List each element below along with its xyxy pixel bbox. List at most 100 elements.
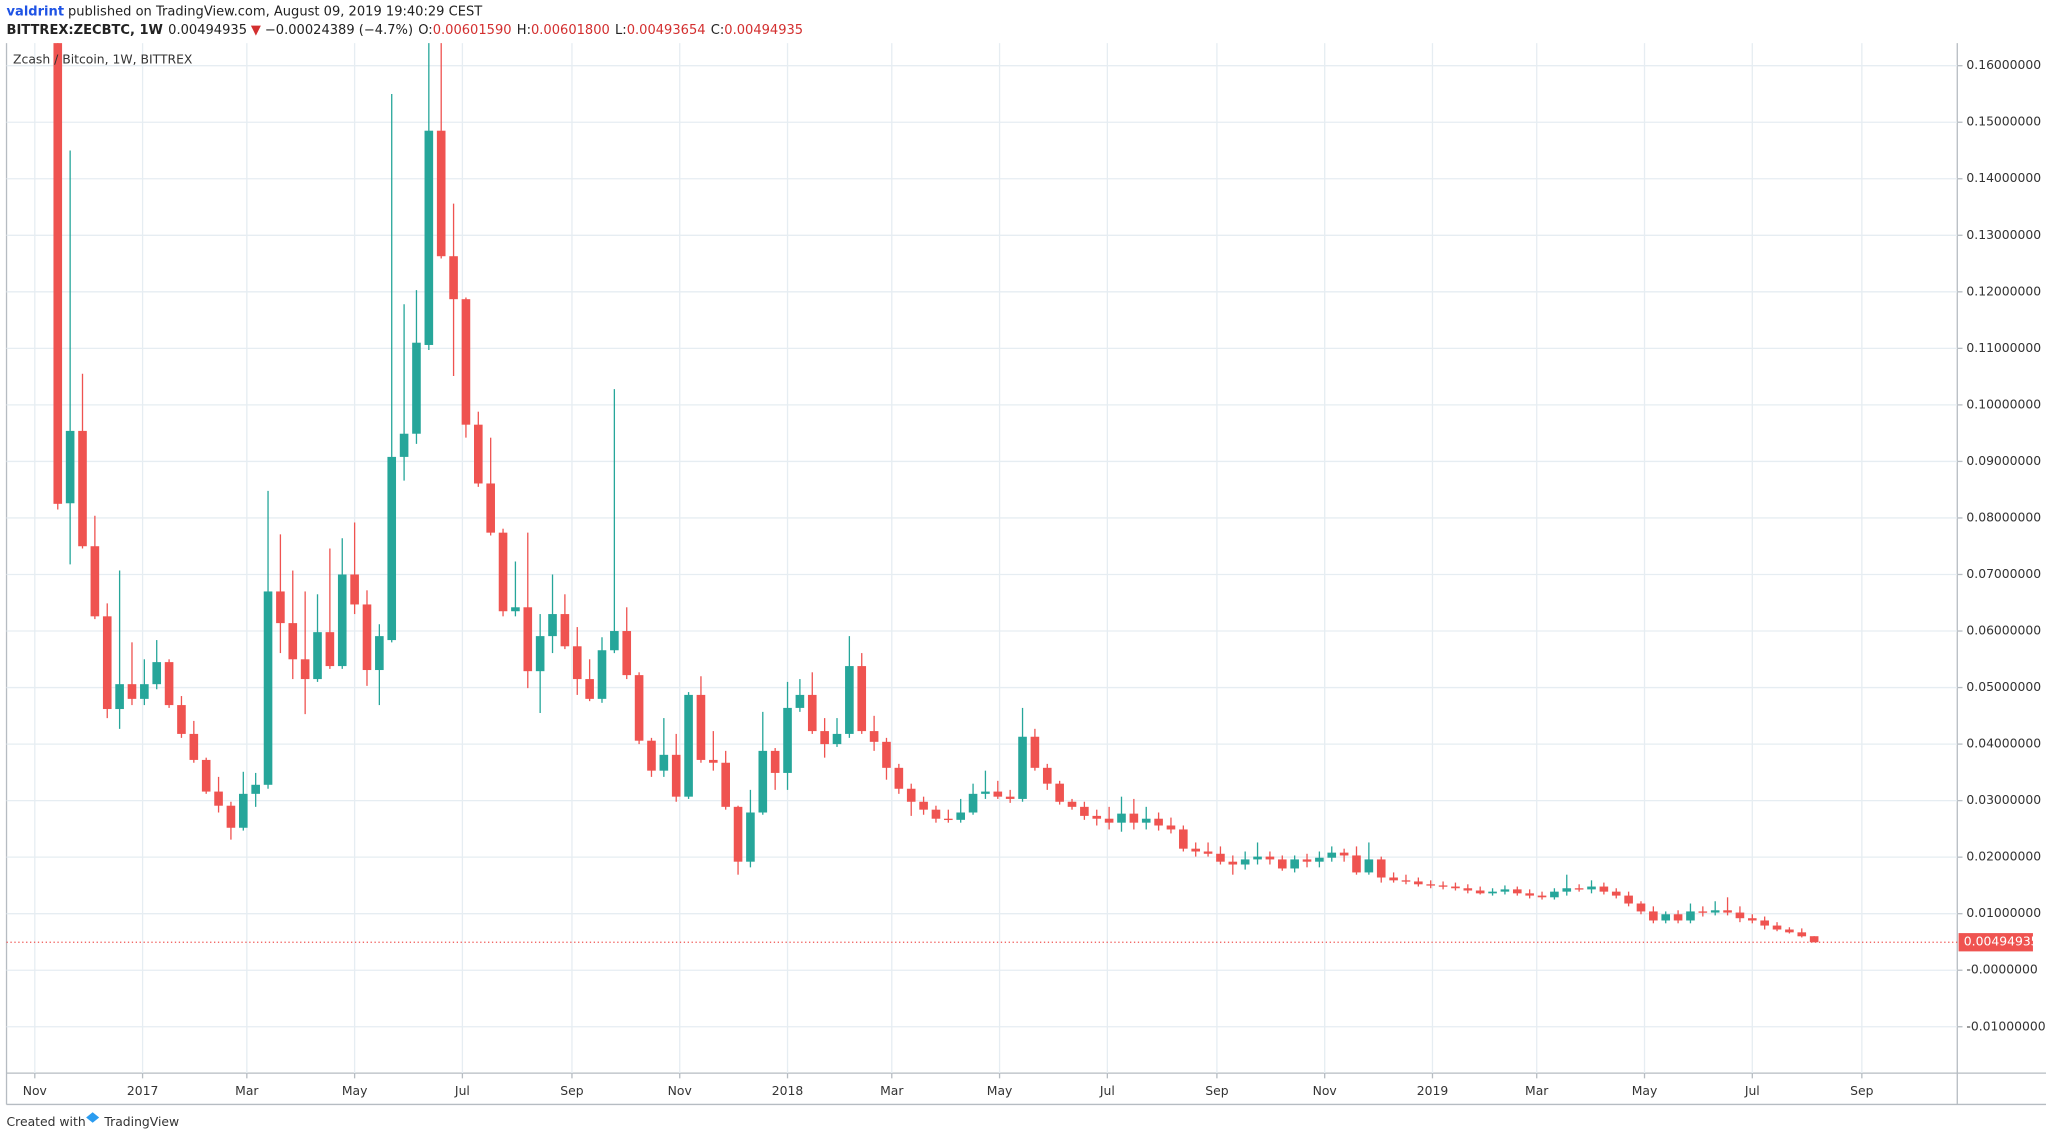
candle-body — [325, 632, 335, 667]
candle-body — [1599, 886, 1609, 892]
x-tick-label: Sep — [1205, 1083, 1228, 1098]
candle-body — [1389, 877, 1398, 881]
candle-body — [696, 694, 706, 760]
candle-body — [647, 740, 656, 771]
candle-body — [1364, 859, 1374, 873]
candle-body — [993, 791, 1003, 797]
candle-body — [634, 675, 644, 741]
candle-body — [1488, 891, 1497, 894]
candle-body — [944, 818, 953, 821]
candle-body — [523, 607, 533, 672]
candle-body — [177, 705, 186, 734]
candle-body — [65, 430, 75, 504]
candle-body — [746, 812, 755, 862]
candle-body — [1735, 912, 1745, 919]
candle-body — [288, 623, 298, 660]
footer-brand[interactable]: TradingView — [103, 1114, 179, 1129]
candle-body — [597, 650, 607, 699]
candle-body — [511, 607, 520, 612]
candle-body — [1240, 859, 1250, 865]
candle-body — [1141, 818, 1151, 823]
x-tick-label: Jul — [1744, 1083, 1760, 1098]
author[interactable]: valdrint — [7, 4, 65, 19]
candle-body — [1005, 796, 1015, 799]
y-tick-label: 0.06000000 — [1966, 623, 2041, 638]
y-tick-label: 0.16000000 — [1966, 57, 2041, 72]
candle-body — [140, 684, 149, 699]
candle-body — [659, 754, 669, 771]
y-tick-label: 0.11000000 — [1966, 340, 2041, 355]
y-tick-label: 0.05000000 — [1966, 679, 2041, 694]
x-tick-label: May — [342, 1083, 368, 1098]
ohlc-label: O: — [418, 23, 432, 38]
y-tick-label: 0.12000000 — [1966, 283, 2041, 298]
x-tick-label: Mar — [235, 1083, 259, 1098]
candle-body — [90, 546, 100, 617]
candle-body — [1747, 918, 1757, 921]
candle-body — [1772, 925, 1782, 930]
y-tick-label: -0.0000000 — [1966, 962, 2037, 977]
candle-body — [214, 791, 223, 806]
x-tick-label: May — [1632, 1083, 1658, 1098]
candle-body — [572, 646, 582, 680]
candle-body — [1414, 881, 1423, 885]
candle-body — [1562, 888, 1572, 892]
x-tick-label: Sep — [560, 1083, 583, 1098]
ohlc-value: 0.00493654 — [627, 23, 706, 38]
last-price-label: 0.00494935 — [1964, 934, 2039, 949]
header-line: valdrint published on TradingView.com, Au… — [7, 4, 483, 19]
y-tick-label: 0.03000000 — [1966, 792, 2041, 807]
candle-body — [337, 574, 347, 667]
candle-body — [1302, 859, 1312, 862]
x-tick-label: Sep — [1850, 1083, 1873, 1098]
candle-body — [1438, 885, 1448, 887]
candle-body — [1018, 736, 1027, 799]
candle-body — [1030, 736, 1040, 768]
candle-body — [1179, 829, 1188, 849]
candle-body — [1710, 910, 1720, 913]
ohlc-label: L: — [615, 23, 627, 38]
candle-body — [1253, 856, 1262, 860]
candle-body — [486, 483, 495, 533]
candle-body — [1067, 801, 1077, 807]
candle-body — [424, 130, 434, 345]
candle-body — [1661, 914, 1671, 921]
candle-body — [1376, 859, 1386, 878]
ohlc-value: 0.00601800 — [531, 23, 610, 38]
candle-body — [622, 631, 632, 676]
candle-body — [1117, 813, 1126, 823]
candle-body — [1277, 859, 1287, 869]
x-tick-label: Jul — [1099, 1083, 1115, 1098]
candle-body — [1191, 848, 1201, 852]
x-tick-label: 2017 — [127, 1083, 158, 1098]
candle-body — [1550, 891, 1559, 898]
candle-body — [1723, 910, 1732, 913]
x-tick-label: Mar — [1525, 1083, 1549, 1098]
candle-body — [1686, 911, 1695, 921]
candle-body — [1055, 783, 1064, 802]
candle-body — [535, 636, 545, 672]
y-tick-label: 0.10000000 — [1966, 396, 2041, 411]
candle-body — [1290, 859, 1299, 869]
arrow: ▼ — [251, 23, 261, 38]
candle-body — [1624, 895, 1633, 904]
candle-body — [832, 733, 842, 745]
candle-body — [1537, 895, 1547, 898]
candle-body — [387, 456, 397, 641]
candle-body — [1129, 813, 1139, 823]
candle-body — [164, 662, 174, 706]
candle-body — [1475, 890, 1485, 894]
candle-body — [201, 759, 211, 792]
y-tick-label: 0.04000000 — [1966, 736, 2041, 751]
candle-body — [189, 733, 199, 760]
candle-body — [1587, 886, 1596, 890]
candle-body — [906, 788, 916, 802]
candle-body — [1265, 856, 1275, 860]
candle-body — [461, 299, 471, 425]
ohlc-value: 0.00494935 — [724, 23, 803, 38]
candle-body — [263, 591, 273, 785]
x-tick-label: 2018 — [772, 1083, 804, 1098]
candle-body — [1154, 818, 1163, 826]
candle-body — [783, 707, 792, 773]
